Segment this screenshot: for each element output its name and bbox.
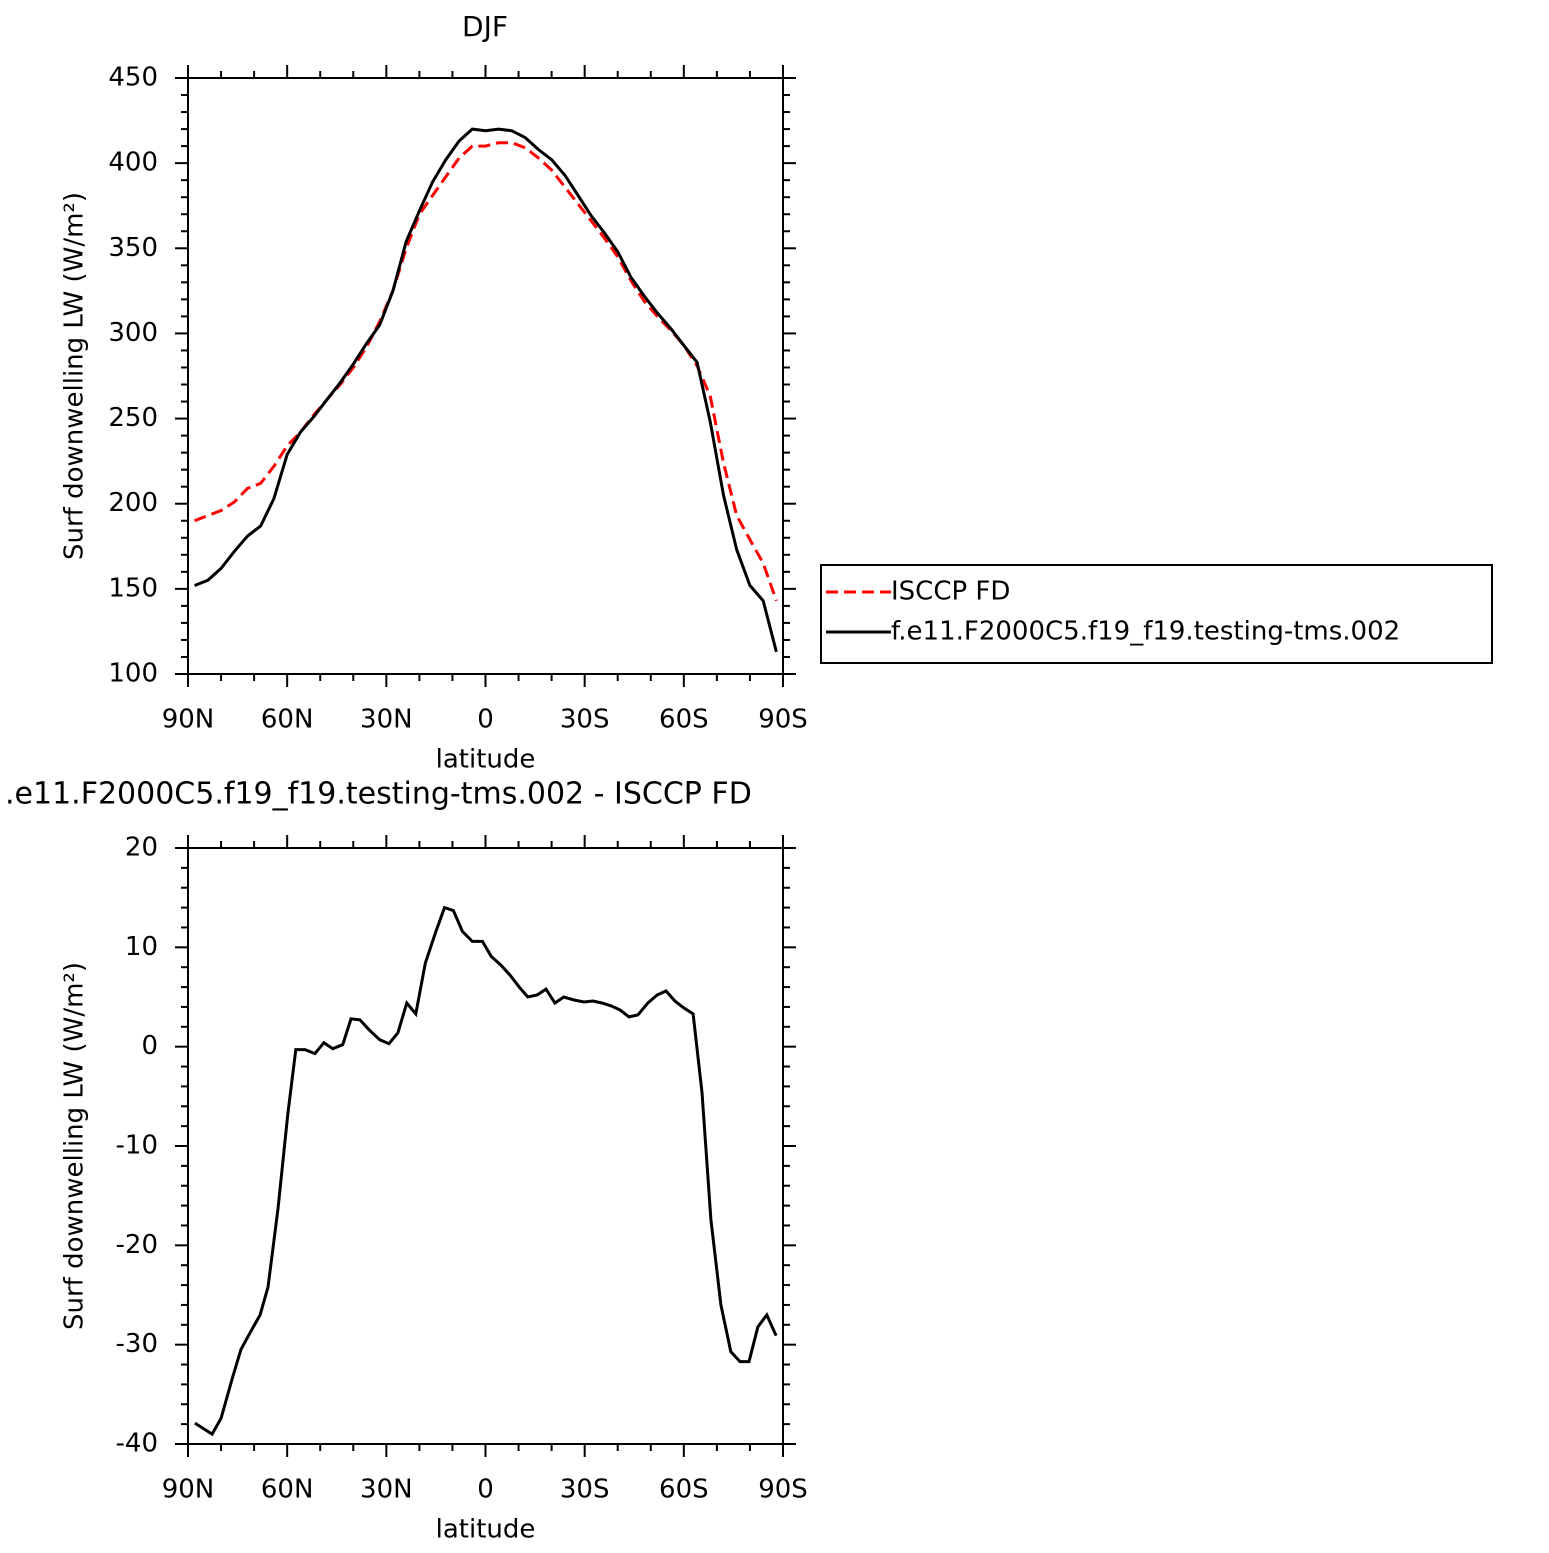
x-tick-label: 90N (162, 705, 215, 735)
y-tick-label: -40 (116, 1429, 158, 1459)
y-tick-label: 250 (108, 403, 158, 433)
y-tick-label: -20 (116, 1230, 158, 1260)
y-tick-label: 20 (125, 833, 158, 863)
x-tick-label: 0 (477, 1475, 494, 1505)
plot-frame (187, 847, 784, 1445)
y-tick-label: -10 (116, 1131, 158, 1161)
x-tick-label: 90S (758, 705, 808, 735)
x-tick-label: 30S (560, 705, 610, 735)
x-axis-label: latitude (436, 1515, 536, 1545)
x-tick-label: 90S (758, 1475, 808, 1505)
x-tick-label: 30N (360, 705, 413, 735)
y-tick-label: 150 (108, 573, 158, 603)
chart-title: DJF (462, 10, 508, 43)
y-tick-label: 350 (108, 233, 158, 263)
legend-label: ISCCP FD (891, 577, 1010, 607)
y-tick-label: 300 (108, 318, 158, 348)
y-axis-label: Surf downwelling LW (W/m²) (60, 192, 90, 560)
y-tick-label: 100 (108, 659, 158, 689)
data-line (194, 127, 778, 653)
y-axis-label: Surf downwelling LW (W/m²) (60, 962, 90, 1330)
data-line (194, 141, 778, 602)
x-axis-label: latitude (436, 745, 536, 775)
y-tick-label: 400 (108, 148, 158, 178)
legend-box (820, 564, 1493, 664)
x-tick-label: 60N (261, 1475, 314, 1505)
chart-title: .e11.F2000C5.f19_f19.testing-tms.002 - I… (5, 777, 752, 812)
legend-label: f.e11.F2000C5.f19_f19.testing-tms.002 (891, 617, 1400, 647)
x-tick-label: 60S (659, 705, 709, 735)
y-tick-label: 200 (108, 488, 158, 518)
y-tick-label: 10 (125, 932, 158, 962)
y-tick-label: -30 (116, 1329, 158, 1359)
x-tick-label: 60N (261, 705, 314, 735)
data-line (194, 905, 778, 1437)
x-tick-label: 0 (477, 705, 494, 735)
x-tick-label: 90N (162, 1475, 215, 1505)
x-tick-label: 60S (659, 1475, 709, 1505)
x-tick-label: 30N (360, 1475, 413, 1505)
y-tick-label: 0 (141, 1031, 158, 1061)
y-tick-label: 450 (108, 63, 158, 93)
plot-frame (187, 77, 784, 675)
x-tick-label: 30S (560, 1475, 610, 1505)
